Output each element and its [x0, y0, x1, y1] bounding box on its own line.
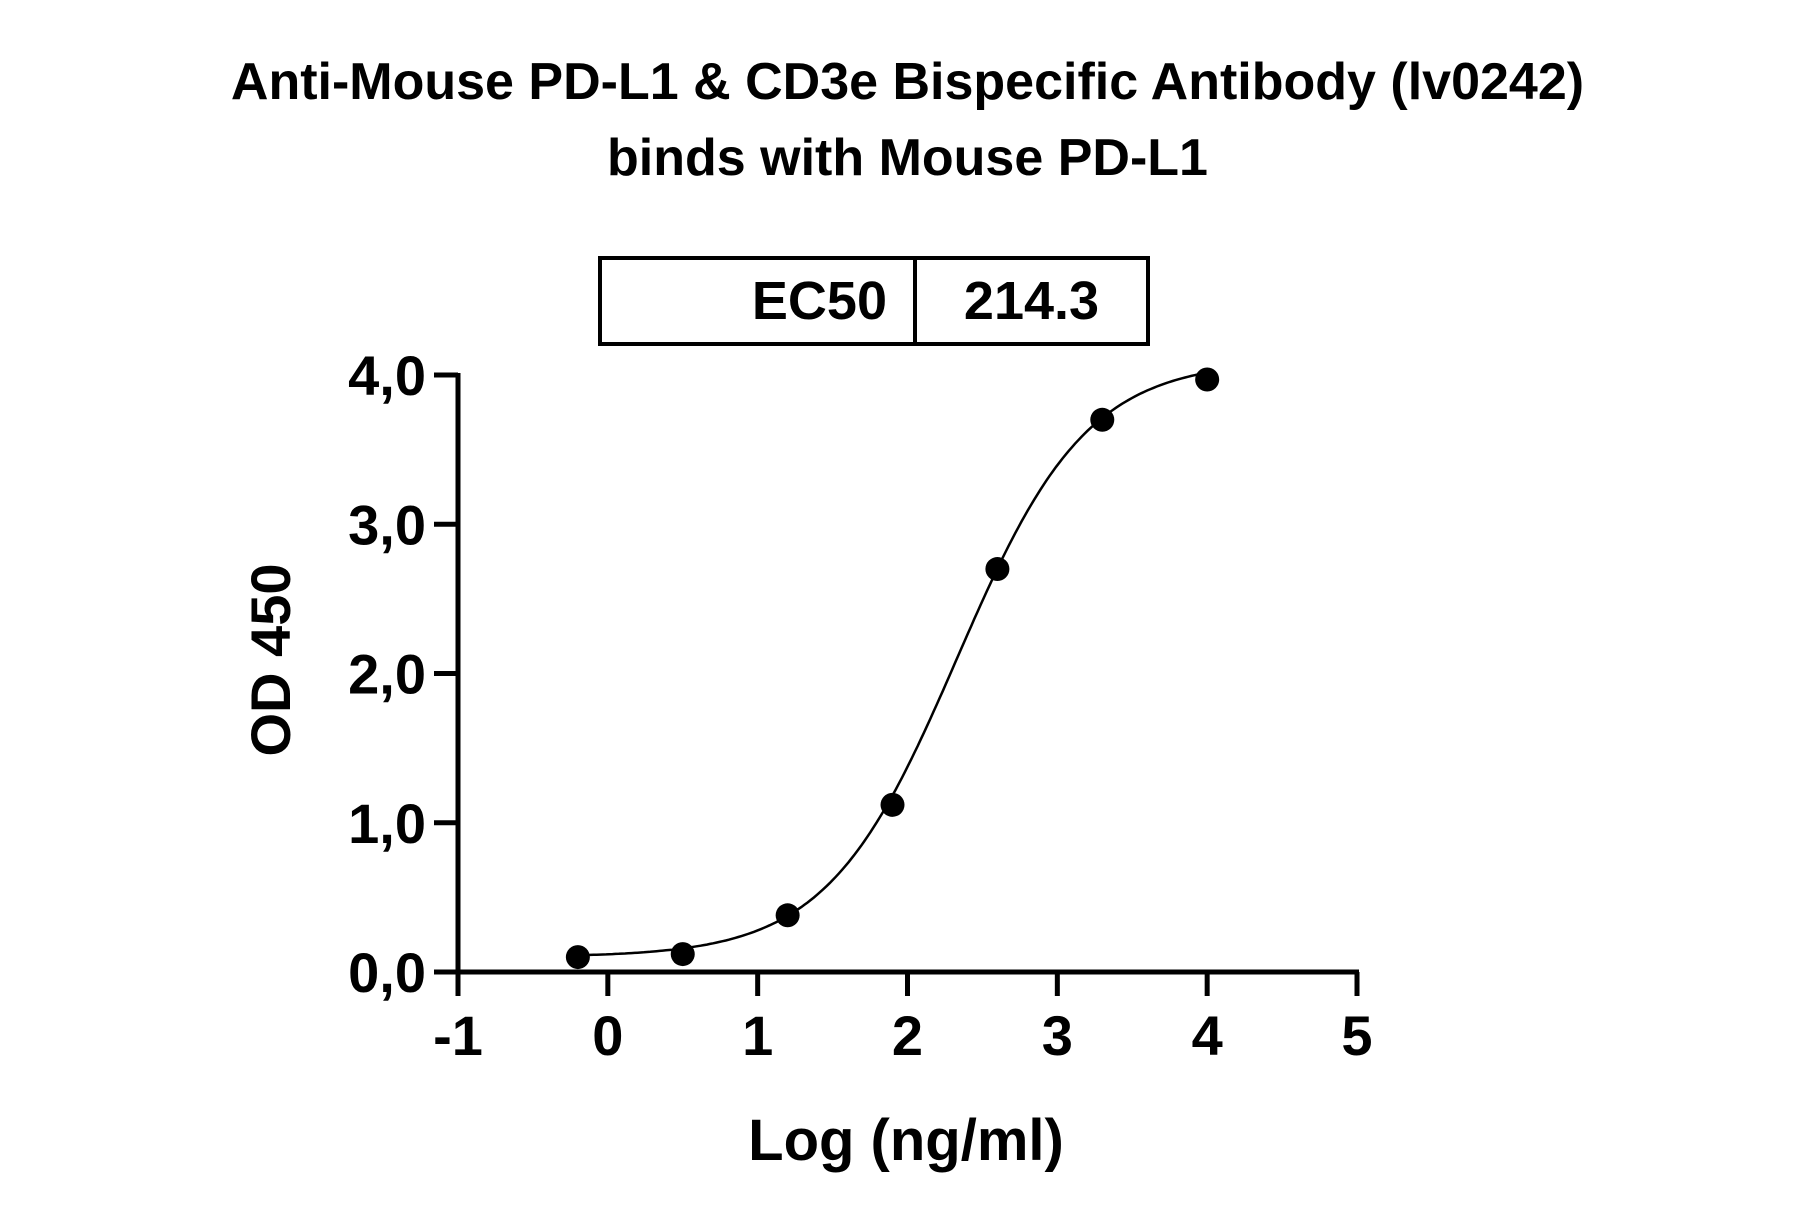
x-tick-label: 5 [1341, 1004, 1372, 1067]
data-point [565, 945, 590, 970]
x-tick-label: 4 [1192, 1004, 1223, 1067]
data-point [1090, 407, 1115, 432]
chart-title: Anti-Mouse PD-L1 & CD3e Bispecific Antib… [230, 53, 1585, 111]
y-tick-label: 3,0 [348, 493, 426, 556]
y-tick-label: 1,0 [348, 792, 426, 855]
data-point [880, 792, 905, 817]
x-tick-label: 1 [742, 1004, 773, 1067]
ec50-value: 214.3 [963, 271, 1100, 331]
fit-curve [577, 371, 1208, 957]
data-point [1195, 367, 1220, 392]
x-tick-label: 2 [892, 1004, 923, 1067]
ec50-table: EC50 214.3 [598, 256, 1150, 346]
y-tick-label: 2,0 [348, 643, 426, 706]
x-tick-label: 0 [592, 1004, 623, 1067]
y-tick-label: 4,0 [348, 344, 426, 407]
x-axis-label: Log (ng/ml) [748, 1108, 1064, 1173]
chart-subtitle: binds with Mouse PD-L1 [607, 129, 1208, 187]
data-point [670, 942, 695, 967]
data-point [985, 557, 1010, 582]
x-tick-label: 3 [1042, 1004, 1073, 1067]
y-tick-label: 0,0 [348, 941, 426, 1004]
y-axis-label: OD 450 [239, 564, 302, 757]
x-tick-label: -1 [433, 1004, 483, 1067]
ec50-label: EC50 [602, 260, 917, 342]
data-point [775, 903, 800, 928]
